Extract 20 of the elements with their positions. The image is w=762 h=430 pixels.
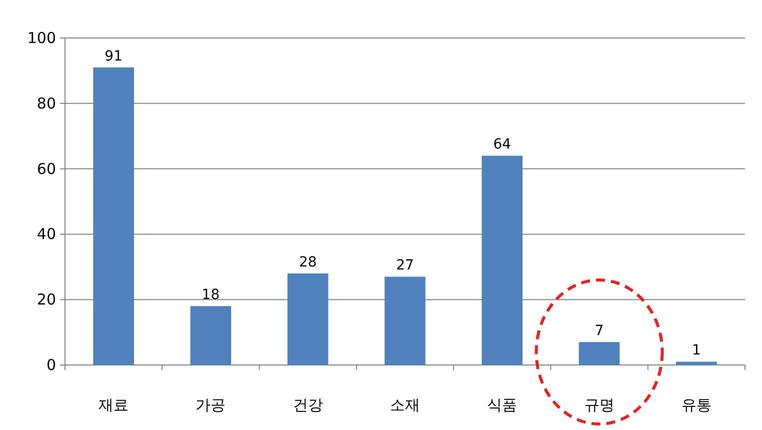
x-tick-label: 가공 xyxy=(196,396,226,414)
x-tick-label: 재료 xyxy=(98,396,129,414)
data-label: 18 xyxy=(202,287,220,304)
x-tick-label: 규명 xyxy=(584,396,614,414)
x-tick-label: 소재 xyxy=(390,396,420,414)
y-tick-label: 100 xyxy=(27,29,56,47)
y-tick-label: 80 xyxy=(36,94,56,112)
data-label: 64 xyxy=(493,136,512,153)
x-tick-label: 건강 xyxy=(292,396,323,414)
y-tick-label: 20 xyxy=(36,290,56,309)
data-label: 1 xyxy=(692,342,701,359)
y-tick-label: 40 xyxy=(36,225,56,244)
data-label: 28 xyxy=(298,254,317,270)
y-tick-label: 60 xyxy=(36,160,56,178)
x-tick-label: 유통 xyxy=(681,396,712,414)
data-label: 27 xyxy=(396,258,414,274)
y-tick-label: 0 xyxy=(46,356,56,374)
x-tick-label: 식품 xyxy=(487,396,518,414)
data-label: 7 xyxy=(594,323,604,340)
data-label: 91 xyxy=(104,48,122,64)
